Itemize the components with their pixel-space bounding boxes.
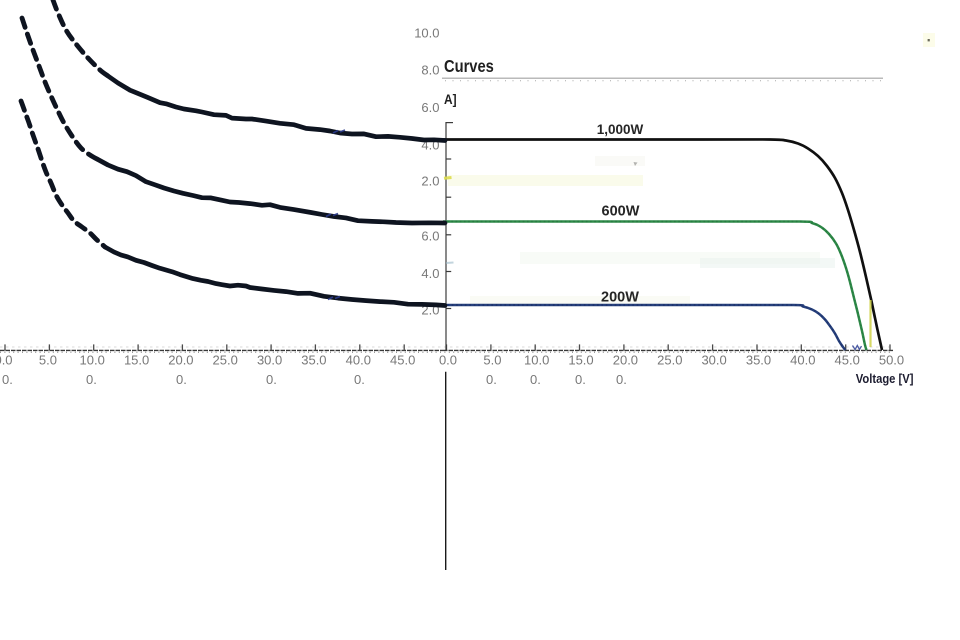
svg-text:0.0: 0.0	[0, 353, 13, 368]
svg-text:20.0: 20.0	[168, 353, 193, 368]
svg-text:10.0: 10.0	[80, 353, 105, 368]
svg-text:45.0: 45.0	[835, 353, 860, 368]
svg-text:5.0: 5.0	[39, 353, 57, 368]
svg-text:50.0: 50.0	[879, 353, 904, 368]
svg-text:25.0: 25.0	[657, 353, 682, 368]
svg-text:35.0: 35.0	[746, 353, 771, 368]
svg-text:A]: A]	[444, 91, 457, 107]
svg-text:200W: 200W	[601, 290, 639, 306]
svg-text:0.: 0.	[86, 372, 97, 387]
svg-text:0.: 0.	[486, 372, 497, 387]
svg-text:30.0: 30.0	[257, 353, 282, 368]
svg-text:0.: 0.	[266, 372, 277, 387]
svg-text:1,000W: 1,000W	[597, 122, 644, 137]
svg-text:30.0: 30.0	[701, 353, 726, 368]
svg-text:15.0: 15.0	[124, 353, 149, 368]
svg-text:8.0: 8.0	[421, 63, 439, 78]
svg-text:600W: 600W	[602, 204, 640, 220]
svg-text:25.0: 25.0	[213, 353, 238, 368]
svg-text:45.0: 45.0	[390, 353, 415, 368]
svg-text:35.0: 35.0	[301, 353, 326, 368]
svg-text:5.0: 5.0	[483, 353, 501, 368]
svg-text:0.0: 0.0	[439, 353, 457, 368]
svg-text:Curves: Curves	[444, 57, 494, 76]
svg-text:0.: 0.	[530, 372, 541, 387]
svg-text:6.0: 6.0	[421, 100, 439, 115]
svg-text:40.0: 40.0	[790, 353, 815, 368]
svg-text:6.0: 6.0	[421, 229, 439, 244]
svg-text:2.0: 2.0	[421, 174, 439, 189]
svg-text:20.0: 20.0	[613, 353, 638, 368]
svg-text:0.: 0.	[2, 372, 13, 387]
svg-text:4.0: 4.0	[421, 266, 439, 281]
svg-text:0.: 0.	[575, 372, 586, 387]
svg-text:0.: 0.	[176, 372, 187, 387]
svg-text:0.: 0.	[354, 372, 365, 387]
svg-text:15.0: 15.0	[568, 353, 593, 368]
svg-text:40.0: 40.0	[346, 353, 371, 368]
svg-text:Voltage [V]: Voltage [V]	[856, 371, 914, 386]
svg-text:10.0: 10.0	[414, 26, 439, 41]
svg-text:0.: 0.	[616, 372, 627, 387]
svg-text:10.0: 10.0	[524, 353, 549, 368]
